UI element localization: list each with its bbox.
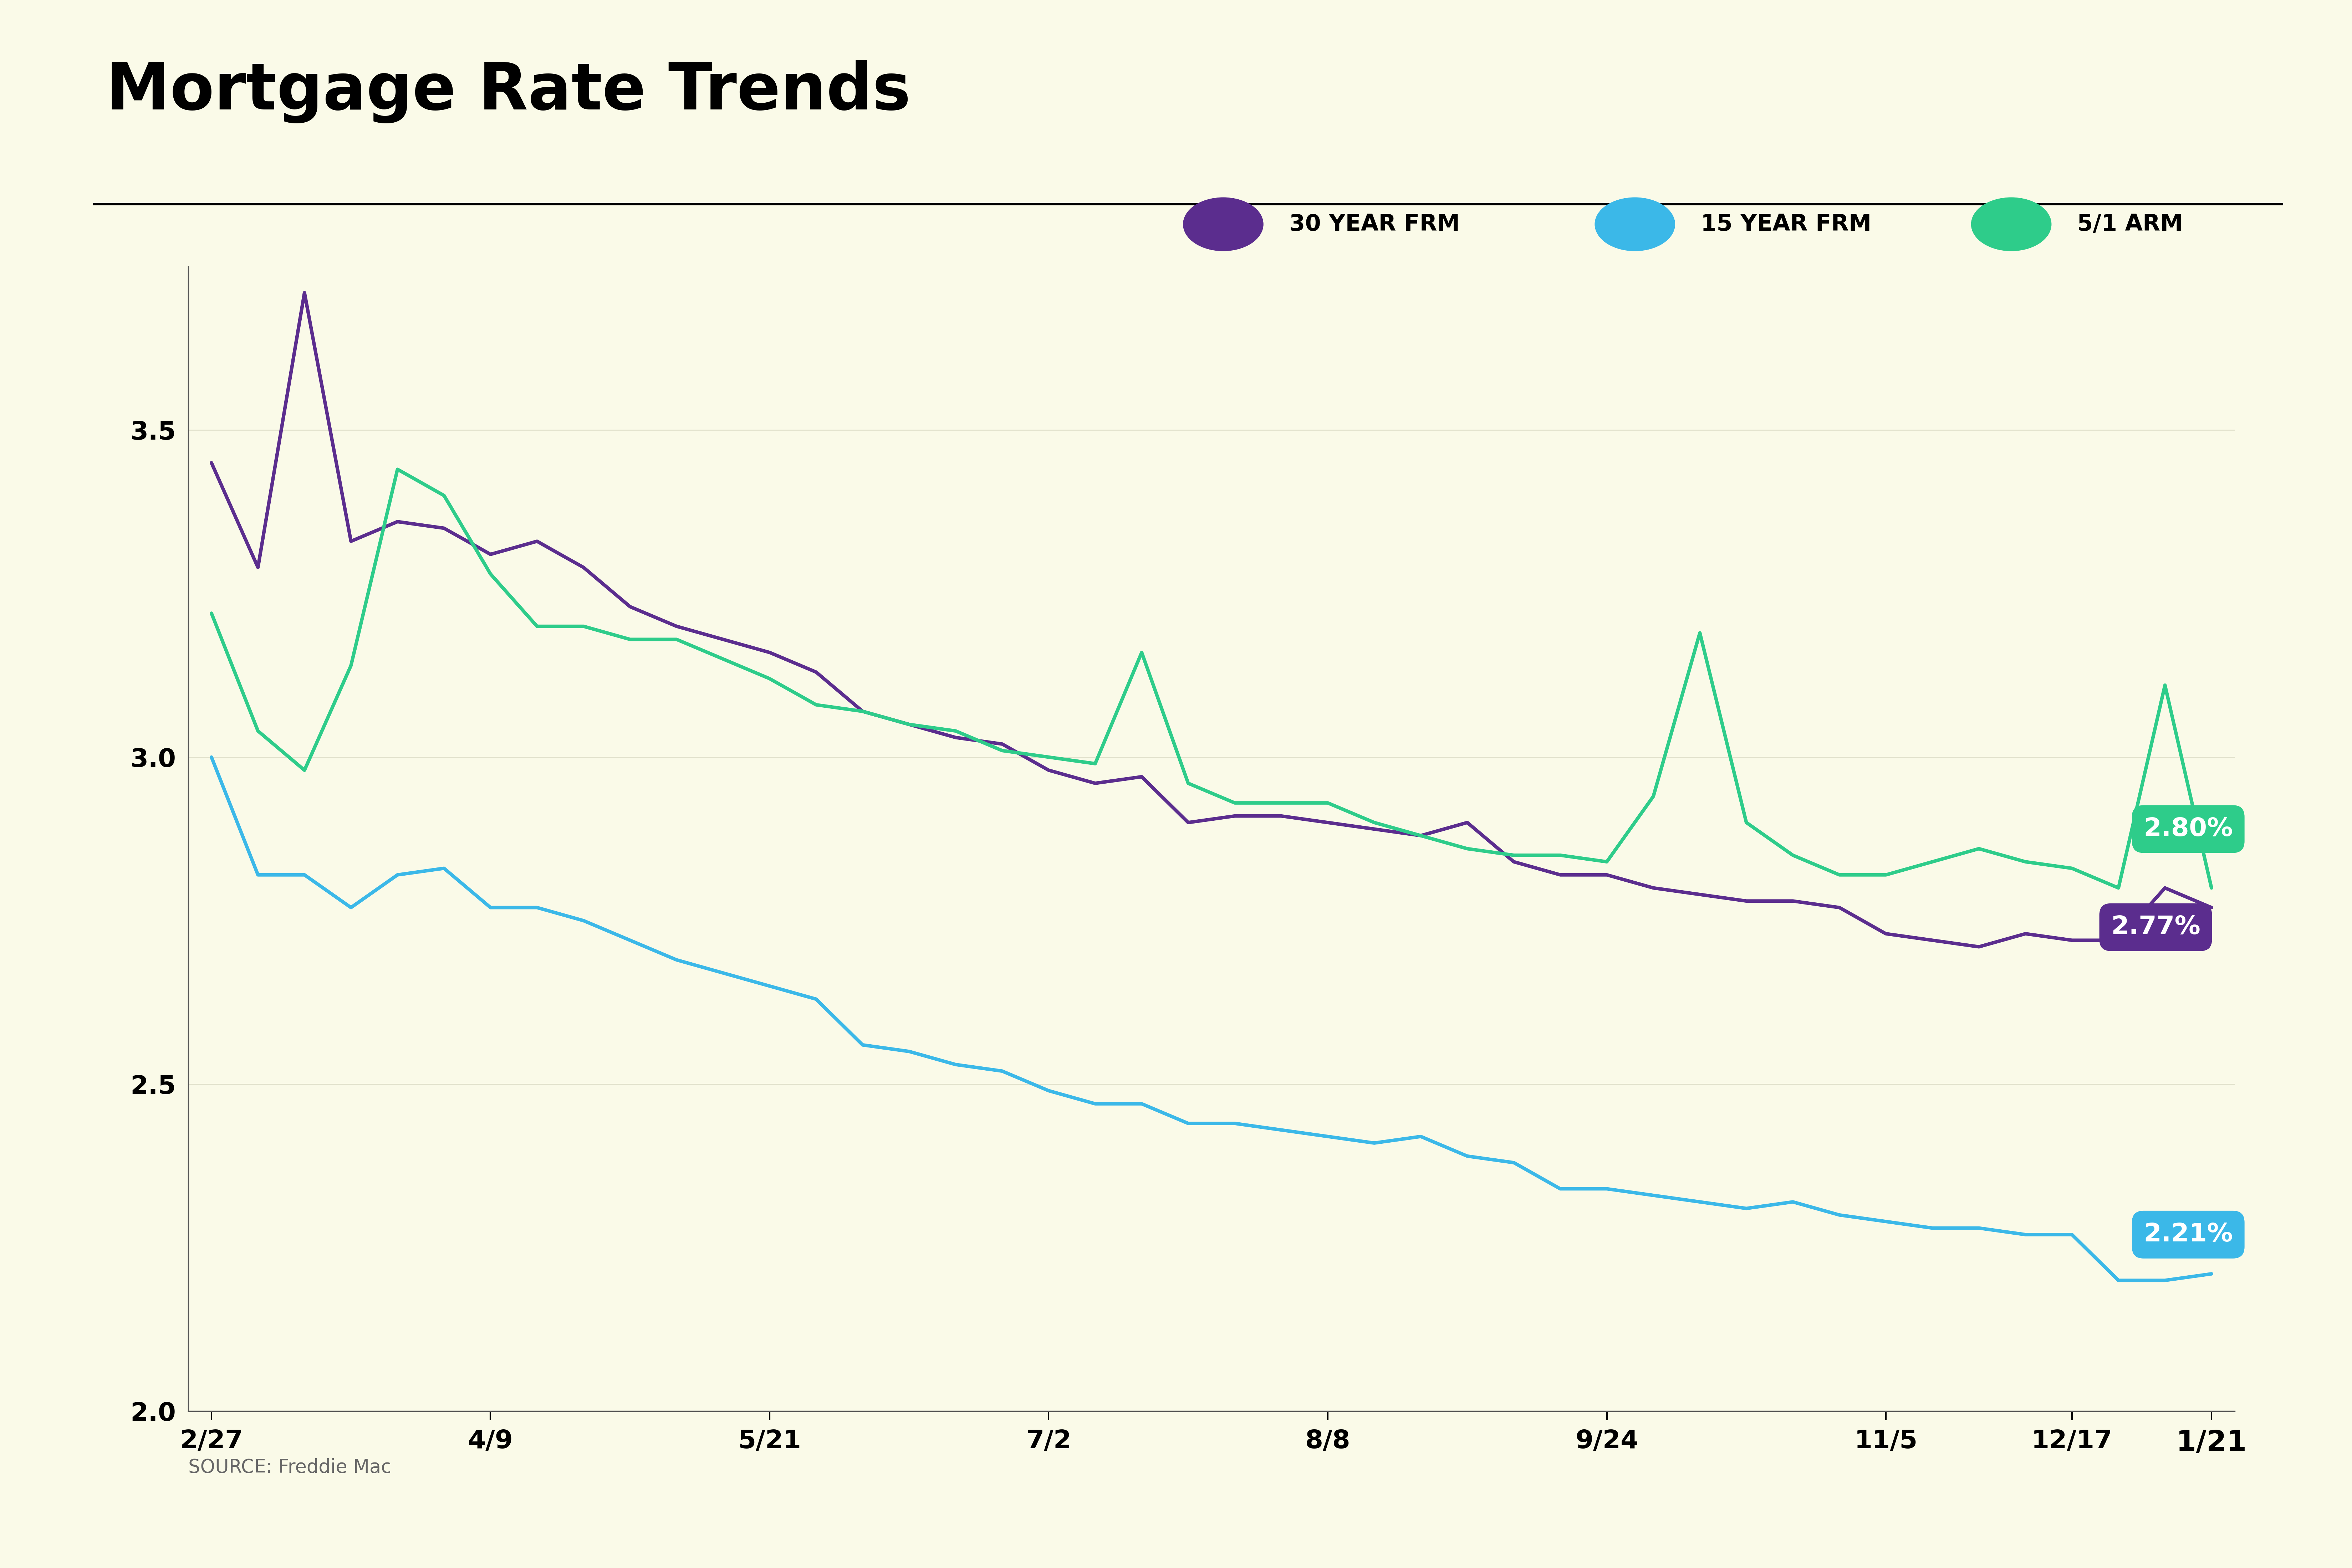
Text: 2.77%: 2.77% bbox=[2110, 914, 2199, 939]
Text: 5/1 ARM: 5/1 ARM bbox=[2077, 213, 2183, 235]
Text: SOURCE: Freddie Mac: SOURCE: Freddie Mac bbox=[188, 1458, 390, 1477]
Text: 15 YEAR FRM: 15 YEAR FRM bbox=[1700, 213, 1872, 235]
Text: 2.21%: 2.21% bbox=[2143, 1223, 2232, 1247]
Text: 30 YEAR FRM: 30 YEAR FRM bbox=[1289, 213, 1461, 235]
Text: Mortgage Rate Trends: Mortgage Rate Trends bbox=[106, 60, 910, 124]
Text: 2.80%: 2.80% bbox=[2143, 817, 2232, 842]
